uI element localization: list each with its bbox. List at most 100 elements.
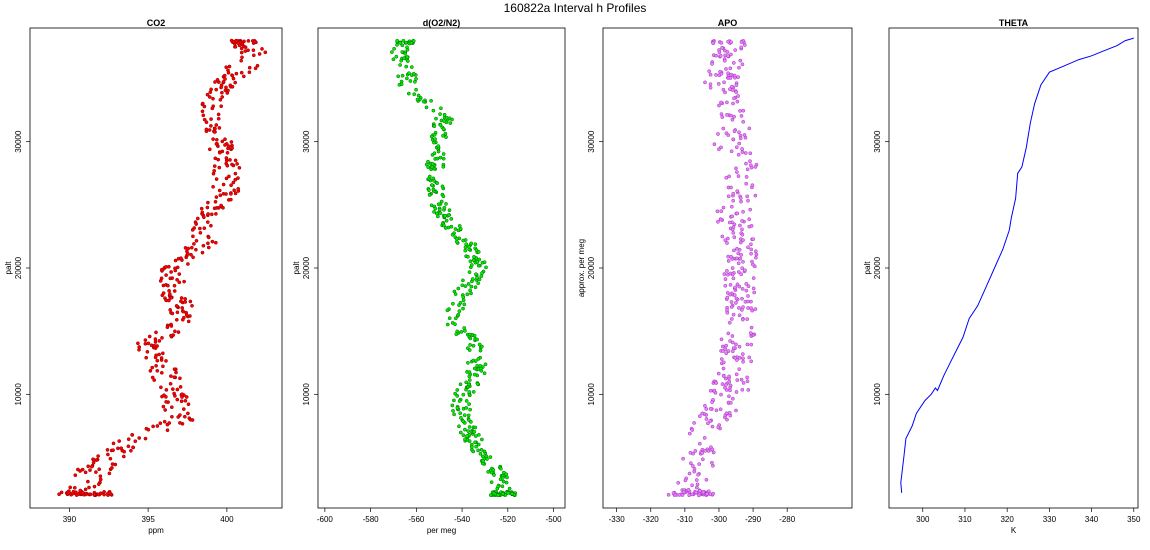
data-point [748,331,753,335]
data-point [730,334,735,338]
data-point [399,82,404,87]
data-point [466,429,471,433]
data-point [224,65,229,70]
data-point [466,282,471,286]
data-point [476,263,481,268]
data-point [126,437,131,442]
data-point [175,265,180,270]
data-point [143,338,148,342]
data-point [436,144,441,148]
data-point [708,85,713,90]
data-point [454,239,459,244]
data-point [463,427,467,432]
data-point [455,406,460,410]
data-point [235,162,239,166]
data-point [173,268,178,273]
data-point [749,165,754,170]
data-point [154,363,158,368]
data-point [409,41,414,45]
data-point [687,431,692,436]
data-point [412,92,417,97]
data-point [167,421,172,425]
data-point [431,176,436,181]
data-point [481,454,485,459]
data-point [714,408,719,413]
data-point [730,349,735,354]
data-point [698,489,702,493]
data-point [731,231,736,235]
data-point [232,188,237,193]
data-point [438,155,443,160]
data-point [480,437,484,442]
data-point [226,70,231,75]
data-point [214,123,219,127]
data-point [116,446,120,451]
data-point [98,477,103,482]
data-point [180,317,185,322]
data-point [441,194,446,199]
data-point [438,123,443,127]
data-point [458,382,463,387]
data-point [714,381,719,385]
data-point [209,124,213,128]
data-point [723,385,727,390]
data-point [240,55,244,60]
data-point [732,293,737,297]
data-point [737,344,742,349]
data-point [205,92,210,97]
data-point [450,232,455,237]
data-point [729,40,733,45]
data-point [463,437,467,442]
data-point [233,177,238,182]
data-point [168,276,173,281]
x-axis-label: per meg [427,526,456,535]
data-point [206,200,210,205]
data-point [735,246,739,251]
data-point [734,145,739,150]
data-point [749,342,754,347]
data-point [714,53,718,58]
x-axis-label: ppm [148,526,164,535]
data-point [395,42,399,47]
data-point [467,390,472,394]
data-point [703,80,707,85]
data-point [749,325,754,330]
data-point [737,306,741,310]
plot-area [57,38,268,498]
data-point [252,40,257,44]
data-point [451,408,455,413]
x-tick-label: -300 [711,515,728,524]
data-point [442,205,447,210]
data-point [211,137,215,141]
data-point [236,176,240,180]
data-point [459,330,464,334]
data-point [751,286,756,291]
data-point [94,470,98,474]
data-point [671,491,676,495]
data-point [438,112,442,116]
data-point [482,449,487,454]
data-point [473,434,478,438]
data-point [442,223,446,228]
data-point [206,235,211,240]
data-point [155,424,160,428]
data-point [688,461,693,466]
data-point [441,156,446,161]
data-point [200,109,205,114]
data-point [710,62,714,66]
data-point [174,317,179,322]
data-point [395,38,400,43]
data-point [186,246,191,251]
data-point [754,252,759,257]
data-point [467,439,472,443]
data-point [86,479,90,484]
data-point [458,411,463,416]
data-point [744,281,749,286]
data-point [57,492,61,497]
data-point [175,397,180,402]
data-point [690,492,695,497]
data-point [230,73,235,78]
data-point [172,283,177,288]
data-point [465,434,469,438]
data-point [107,490,112,495]
